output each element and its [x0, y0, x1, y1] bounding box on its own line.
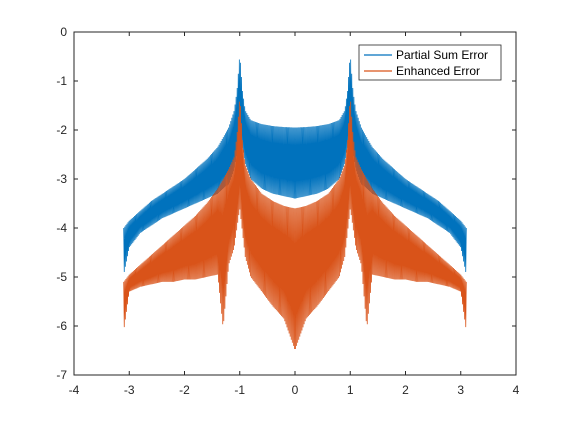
y-tick-label: -4	[56, 221, 67, 235]
y-tick-label: -7	[56, 368, 67, 382]
x-tick-label: 2	[402, 383, 409, 397]
y-tick-label: -2	[56, 123, 67, 137]
x-tick-label: 4	[513, 383, 520, 397]
x-tick-label: 0	[292, 383, 299, 397]
legend-box	[358, 44, 502, 81]
x-tick-label: -4	[69, 383, 80, 397]
legend: Partial Sum Error Enhanced Error	[358, 44, 502, 81]
y-tick-label: -6	[56, 319, 67, 333]
y-tick-label: -5	[56, 270, 67, 284]
series-line	[123, 59, 467, 272]
x-tick-label: -2	[179, 383, 190, 397]
series-partial-sum-error	[123, 59, 467, 272]
x-tick-label: 1	[347, 383, 354, 397]
legend-label-partial-sum-error: Partial Sum Error	[396, 48, 488, 62]
y-tick-label: 0	[60, 25, 67, 39]
series-enhanced-error	[123, 101, 467, 349]
series-line	[123, 101, 467, 349]
x-tick-label: -1	[234, 383, 245, 397]
x-tick-label: 3	[457, 383, 464, 397]
y-tick-label: -3	[56, 172, 67, 186]
y-tick-label: -1	[56, 74, 67, 88]
x-tick-label: -3	[124, 383, 135, 397]
legend-label-enhanced-error: Enhanced Error	[396, 64, 480, 78]
